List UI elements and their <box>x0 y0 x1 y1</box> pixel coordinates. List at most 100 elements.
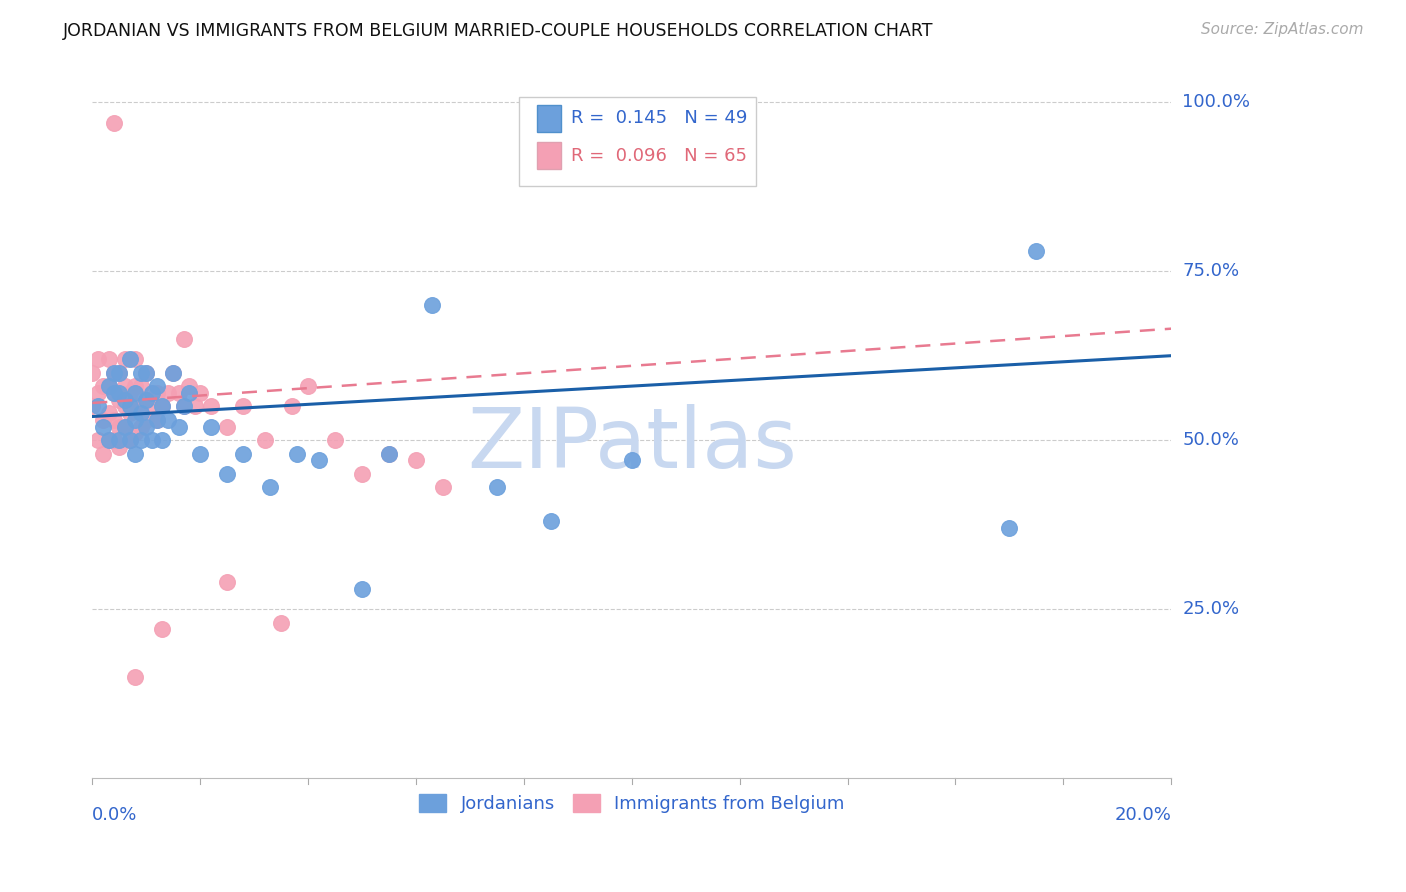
Point <box>120 385 142 400</box>
Point <box>141 385 163 400</box>
Point <box>114 379 136 393</box>
Point <box>124 352 146 367</box>
Point <box>232 400 254 414</box>
Point <box>124 400 146 414</box>
Bar <box>537 143 561 169</box>
Point <box>432 480 454 494</box>
Point <box>167 419 190 434</box>
Point <box>97 352 120 367</box>
Point <box>97 433 120 447</box>
Point <box>179 385 201 400</box>
Point <box>217 467 239 481</box>
Point <box>108 385 131 400</box>
Point <box>167 385 190 400</box>
Point <box>103 115 125 129</box>
Point <box>620 453 643 467</box>
Point <box>129 433 152 447</box>
Text: 100.0%: 100.0% <box>1182 94 1250 112</box>
Point <box>91 447 114 461</box>
Legend: Jordanians, Immigrants from Belgium: Jordanians, Immigrants from Belgium <box>411 785 853 822</box>
Point <box>114 400 136 414</box>
Point <box>124 447 146 461</box>
Point <box>173 400 195 414</box>
Point <box>87 433 110 447</box>
Point <box>120 433 142 447</box>
Point <box>97 433 120 447</box>
Text: R =  0.096   N = 65: R = 0.096 N = 65 <box>571 147 748 165</box>
Point <box>91 379 114 393</box>
Point <box>135 392 157 407</box>
Point <box>405 453 427 467</box>
Point <box>135 392 157 407</box>
Text: R =  0.145   N = 49: R = 0.145 N = 49 <box>571 109 748 128</box>
Point <box>108 366 131 380</box>
Point <box>108 392 131 407</box>
Text: 75.0%: 75.0% <box>1182 262 1240 280</box>
Point <box>135 366 157 380</box>
Point <box>108 433 131 447</box>
Point <box>91 413 114 427</box>
FancyBboxPatch shape <box>519 97 756 186</box>
Point <box>103 385 125 400</box>
Point <box>103 413 125 427</box>
Point <box>82 400 104 414</box>
Point <box>103 366 125 380</box>
Point <box>146 385 169 400</box>
Point <box>232 447 254 461</box>
Point <box>129 379 152 393</box>
Point <box>270 615 292 630</box>
Point <box>114 419 136 434</box>
Point <box>114 419 136 434</box>
Point <box>129 400 152 414</box>
Text: ZIPatlas: ZIPatlas <box>467 404 797 485</box>
Point <box>91 419 114 434</box>
Point <box>108 366 131 380</box>
Text: 50.0%: 50.0% <box>1182 431 1239 450</box>
Point <box>217 419 239 434</box>
Point <box>135 419 157 434</box>
Text: Source: ZipAtlas.com: Source: ZipAtlas.com <box>1201 22 1364 37</box>
Point <box>352 582 374 596</box>
Point <box>253 433 276 447</box>
Point <box>97 379 120 393</box>
Point <box>162 366 184 380</box>
Point <box>124 426 146 441</box>
Point <box>173 400 195 414</box>
Point <box>120 352 142 367</box>
Point <box>146 413 169 427</box>
Point <box>146 379 169 393</box>
Point <box>152 433 174 447</box>
Point <box>120 406 142 420</box>
Point <box>108 419 131 434</box>
Point <box>87 400 110 414</box>
Point <box>156 413 179 427</box>
Point <box>998 521 1021 535</box>
Point <box>108 440 131 454</box>
Point <box>103 433 125 447</box>
Point <box>540 514 562 528</box>
Point <box>114 392 136 407</box>
Point <box>129 366 152 380</box>
Point <box>184 400 207 414</box>
Point <box>173 332 195 346</box>
Text: JORDANIAN VS IMMIGRANTS FROM BELGIUM MARRIED-COUPLE HOUSEHOLDS CORRELATION CHART: JORDANIAN VS IMMIGRANTS FROM BELGIUM MAR… <box>63 22 934 40</box>
Point <box>352 467 374 481</box>
Point <box>124 385 146 400</box>
Point <box>152 623 174 637</box>
Point <box>285 447 308 461</box>
Point <box>141 433 163 447</box>
Point <box>129 419 152 434</box>
Point <box>378 447 401 461</box>
Point <box>124 670 146 684</box>
Point <box>152 400 174 414</box>
Point <box>297 379 319 393</box>
Point <box>259 480 281 494</box>
Point <box>141 400 163 414</box>
Point <box>120 433 142 447</box>
Text: 25.0%: 25.0% <box>1182 600 1240 618</box>
Point <box>146 413 169 427</box>
Point <box>200 419 222 434</box>
Point <box>124 413 146 427</box>
Text: 20.0%: 20.0% <box>1115 806 1171 824</box>
Point <box>124 379 146 393</box>
